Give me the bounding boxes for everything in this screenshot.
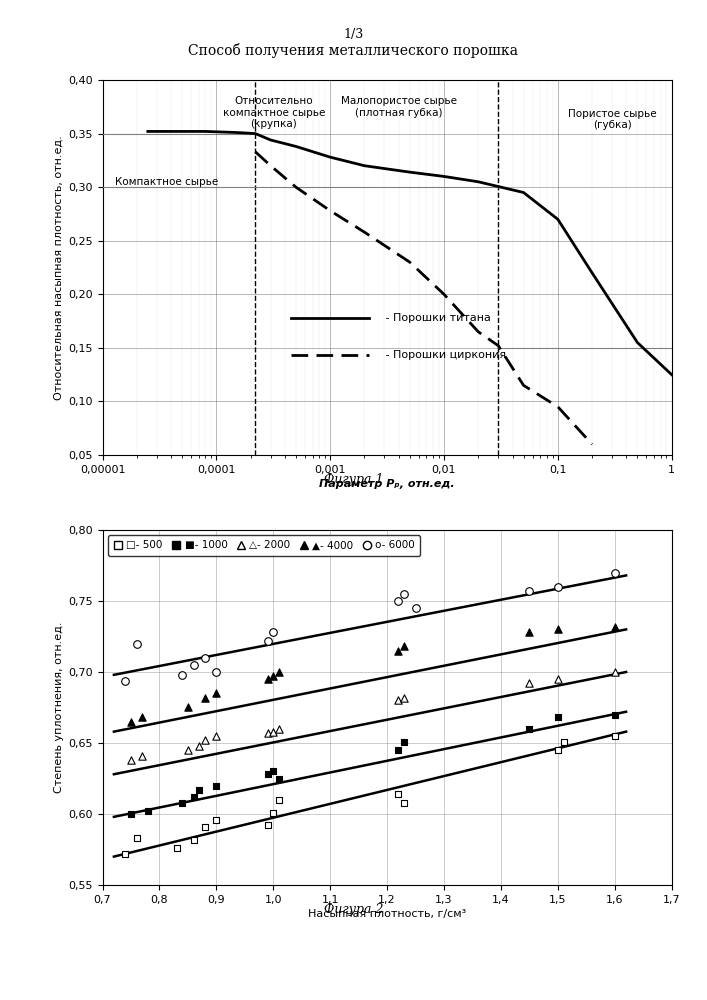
Point (136, 709, 148, 725)
Point (188, 789, 199, 805)
Point (552, 709, 563, 725)
Point (552, 579, 563, 595)
Point (131, 636, 142, 652)
Point (199, 819, 211, 835)
Point (410, 600, 421, 616)
Text: Относительно
компактное сырье
(крупка): Относительно компактное сырье (крупка) (223, 96, 325, 129)
Point (199, 650, 211, 666)
Point (182, 700, 194, 716)
Point (609, 707, 621, 723)
Point (609, 664, 621, 680)
Text: Пористое сырье
(губка): Пористое сырье (губка) (568, 109, 656, 130)
Legend: □- 500, ■- 1000, △- 2000, ▲- 4000, o- 6000: □- 500, ■- 1000, △- 2000, ▲- 4000, o- 60… (107, 535, 421, 556)
Point (399, 690, 410, 706)
Point (177, 667, 188, 683)
Point (558, 734, 569, 750)
Y-axis label: Относительная насыпная плотность, отн.ед.: Относительная насыпная плотность, отн.ед… (54, 135, 64, 400)
Text: 1/3: 1/3 (344, 28, 363, 41)
Point (274, 664, 285, 680)
Point (268, 763, 279, 779)
Point (609, 565, 621, 581)
Point (268, 668, 279, 684)
Text: Компактное сырье: Компактное сырье (115, 177, 218, 187)
Point (262, 766, 273, 782)
Text: - Порошки титана: - Порошки титана (382, 313, 491, 323)
Point (211, 685, 222, 701)
Point (171, 840, 182, 856)
Point (524, 583, 535, 599)
Point (125, 714, 136, 730)
Point (609, 619, 621, 635)
Point (393, 593, 404, 609)
Point (136, 748, 148, 764)
Point (211, 664, 222, 680)
Point (399, 734, 410, 750)
Point (211, 812, 222, 828)
Point (125, 806, 136, 822)
Text: Способ получения металлического порошка: Способ получения металлического порошка (189, 43, 518, 58)
Point (119, 846, 131, 862)
Point (199, 732, 211, 748)
Text: Малопористое сырье
(плотная губка): Малопористое сырье (плотная губка) (341, 96, 457, 118)
X-axis label: Насыпная плотность, г/см³: Насыпная плотность, г/см³ (308, 909, 466, 919)
Point (393, 643, 404, 659)
Point (182, 742, 194, 758)
Point (268, 624, 279, 640)
Point (274, 721, 285, 737)
Point (393, 692, 404, 708)
Point (609, 728, 621, 744)
Point (142, 803, 153, 819)
Point (177, 795, 188, 811)
Point (262, 671, 273, 687)
Point (552, 742, 563, 758)
Point (399, 795, 410, 811)
Point (211, 778, 222, 794)
Point (268, 805, 279, 821)
Point (194, 738, 205, 754)
Point (262, 817, 273, 833)
Text: Фигура 1: Фигура 1 (324, 473, 383, 486)
Point (524, 624, 535, 640)
Point (125, 752, 136, 768)
Point (262, 725, 273, 741)
Point (274, 771, 285, 787)
Point (399, 586, 410, 602)
Point (188, 657, 199, 673)
Y-axis label: Степень уплотнения, отн.ед.: Степень уплотнения, отн.ед. (54, 622, 64, 793)
Point (274, 792, 285, 808)
Point (194, 782, 205, 798)
Point (524, 721, 535, 737)
Point (399, 638, 410, 654)
Point (552, 621, 563, 637)
Point (119, 673, 131, 689)
X-axis label: Параметр Pₚ, отн.ед.: Параметр Pₚ, отн.ед. (320, 479, 455, 489)
Point (524, 675, 535, 691)
Point (393, 742, 404, 758)
Point (211, 728, 222, 744)
Point (268, 724, 279, 740)
Point (262, 633, 273, 649)
Point (552, 671, 563, 687)
Text: - Порошки циркония: - Порошки циркония (382, 350, 506, 360)
Point (131, 830, 142, 846)
Point (393, 786, 404, 802)
Point (188, 832, 199, 848)
Text: Фигура 2: Фигура 2 (324, 903, 383, 916)
Point (199, 690, 211, 706)
